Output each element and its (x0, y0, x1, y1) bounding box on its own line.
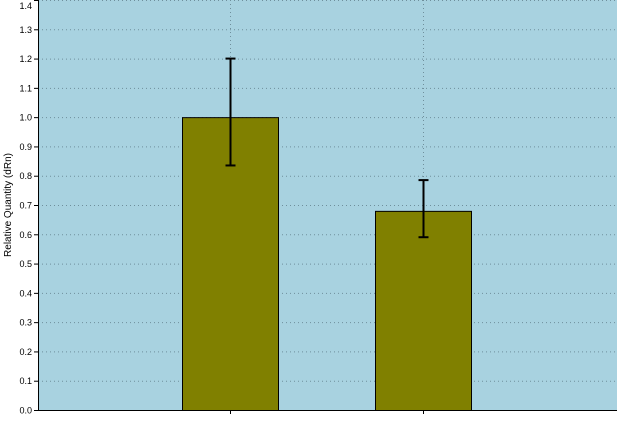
y-tick-label: 0.8 (19, 171, 32, 181)
y-tick-label: 0.6 (19, 230, 32, 240)
error-bars (225, 57, 429, 239)
y-tick-label: 0.2 (19, 347, 32, 357)
y-tick-label: 1.2 (19, 54, 32, 64)
y-tick-label: 1.3 (19, 25, 32, 35)
y-tick-label: 0.0 (19, 406, 32, 416)
y-axis-label: Relative Quantity (dRn) (3, 153, 14, 257)
y-tick-label: 0.4 (19, 288, 32, 298)
y-axis (34, 0, 617, 414)
y-tick-label: 0.1 (19, 376, 32, 386)
y-tick-label: 0.7 (19, 201, 32, 211)
y-tick-labels: 0.0 0.1 0.2 0.3 0.4 0.5 0.6 0.7 0.8 0.9 1.0 1.1 1.2 1… (19, 1, 32, 416)
y-tick-label: 1.1 (19, 83, 32, 93)
y-tick-label: 1.0 (19, 113, 32, 123)
y-tick-label: 0.3 (19, 318, 32, 328)
grid (38, 0, 617, 410)
y-tick-label: 0.5 (19, 259, 32, 269)
bar-2 (375, 210, 472, 411)
y-tick-label: 1.4 (19, 1, 32, 11)
y-tick-label: 0.9 (19, 142, 32, 152)
